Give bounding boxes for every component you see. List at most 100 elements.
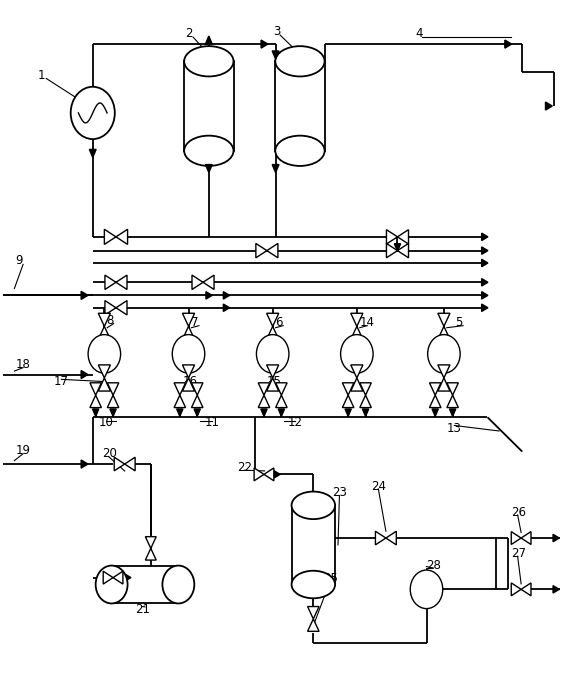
Polygon shape	[81, 460, 88, 468]
Circle shape	[428, 335, 460, 373]
Polygon shape	[267, 313, 279, 326]
Text: 3: 3	[272, 25, 280, 38]
Polygon shape	[176, 409, 183, 416]
Polygon shape	[345, 409, 351, 416]
Polygon shape	[258, 395, 270, 407]
Text: 25: 25	[323, 572, 338, 585]
Polygon shape	[439, 348, 449, 360]
Text: 11: 11	[204, 416, 219, 429]
Polygon shape	[521, 532, 531, 545]
Polygon shape	[145, 536, 156, 548]
Polygon shape	[482, 260, 488, 266]
Bar	[184, 61, 233, 151]
Polygon shape	[438, 313, 450, 326]
Polygon shape	[438, 365, 450, 378]
Polygon shape	[267, 365, 279, 378]
Polygon shape	[360, 395, 372, 407]
Polygon shape	[278, 409, 285, 416]
Polygon shape	[103, 571, 113, 584]
Polygon shape	[397, 230, 408, 244]
Polygon shape	[107, 395, 119, 407]
Text: 14: 14	[360, 316, 375, 330]
Polygon shape	[182, 365, 195, 378]
Text: 20: 20	[103, 447, 117, 460]
Polygon shape	[98, 326, 110, 339]
Polygon shape	[351, 378, 363, 391]
Text: 23: 23	[332, 486, 347, 500]
Circle shape	[257, 335, 289, 373]
Polygon shape	[223, 291, 230, 299]
Polygon shape	[449, 409, 456, 416]
Polygon shape	[376, 531, 386, 545]
Polygon shape	[90, 395, 101, 407]
Bar	[275, 61, 325, 151]
Polygon shape	[81, 291, 88, 299]
Polygon shape	[362, 409, 369, 416]
Polygon shape	[90, 383, 101, 395]
Polygon shape	[553, 586, 559, 593]
Ellipse shape	[292, 570, 335, 598]
Polygon shape	[145, 548, 156, 560]
Circle shape	[340, 335, 373, 373]
Text: 28: 28	[427, 559, 441, 572]
Polygon shape	[192, 275, 203, 289]
Polygon shape	[223, 304, 230, 312]
Polygon shape	[272, 51, 279, 59]
Polygon shape	[116, 229, 128, 244]
Text: 5: 5	[455, 316, 463, 330]
Polygon shape	[206, 164, 212, 173]
Circle shape	[172, 335, 205, 373]
Polygon shape	[116, 301, 127, 315]
Polygon shape	[438, 326, 450, 339]
Ellipse shape	[96, 566, 128, 604]
Polygon shape	[447, 395, 458, 407]
Polygon shape	[482, 291, 488, 299]
Polygon shape	[192, 383, 203, 395]
Text: 26: 26	[510, 506, 526, 518]
Polygon shape	[482, 233, 488, 241]
Text: 10: 10	[98, 416, 114, 429]
Bar	[292, 505, 335, 584]
Ellipse shape	[162, 566, 195, 604]
Text: 2: 2	[186, 27, 193, 40]
Polygon shape	[89, 149, 96, 158]
Polygon shape	[351, 326, 363, 339]
Polygon shape	[447, 383, 458, 395]
Polygon shape	[98, 365, 110, 378]
Polygon shape	[275, 395, 287, 407]
Polygon shape	[98, 378, 110, 391]
Polygon shape	[268, 348, 278, 360]
Ellipse shape	[184, 135, 233, 166]
Polygon shape	[125, 574, 131, 582]
Polygon shape	[98, 313, 110, 326]
Bar	[111, 566, 178, 604]
Polygon shape	[81, 371, 88, 378]
Polygon shape	[360, 383, 372, 395]
Polygon shape	[275, 383, 287, 395]
Text: 19: 19	[16, 443, 30, 457]
Text: 1: 1	[38, 69, 45, 82]
Polygon shape	[505, 40, 512, 48]
Text: 13: 13	[447, 422, 462, 434]
Text: 17: 17	[54, 375, 69, 388]
Text: 6: 6	[275, 316, 283, 330]
Text: 8: 8	[106, 314, 114, 328]
Polygon shape	[258, 383, 270, 395]
Text: 4: 4	[415, 26, 423, 40]
Polygon shape	[397, 244, 408, 257]
Polygon shape	[107, 383, 119, 395]
Polygon shape	[174, 395, 186, 407]
Polygon shape	[203, 275, 214, 289]
Polygon shape	[546, 102, 552, 110]
Polygon shape	[511, 583, 521, 595]
Polygon shape	[351, 313, 363, 326]
Polygon shape	[93, 409, 99, 416]
Text: 12: 12	[287, 416, 302, 429]
Text: 16: 16	[183, 375, 197, 388]
Text: 7: 7	[192, 316, 199, 330]
Polygon shape	[482, 278, 488, 286]
Polygon shape	[386, 244, 397, 257]
Polygon shape	[100, 348, 110, 360]
Polygon shape	[206, 291, 212, 299]
Ellipse shape	[275, 135, 325, 166]
